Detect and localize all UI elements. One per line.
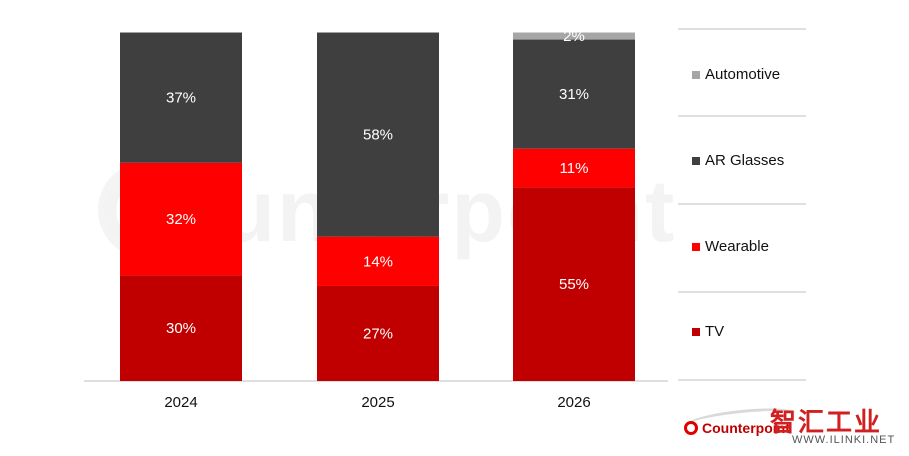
counterpoint-logo-icon [684, 421, 698, 435]
zhihui-logo-text: 智汇工业 [770, 407, 883, 437]
data-label-tv-2024: 30% [166, 320, 196, 337]
bar-segment-tv-2025 [317, 285, 439, 381]
counterpoint-logo-text: Counterpoint [702, 420, 790, 436]
bar-segment-wearable-2024 [120, 162, 242, 276]
x-tick-label-2025: 2025 [361, 394, 394, 411]
legend-item-ar-glasses: AR Glasses [692, 152, 812, 169]
legend-label: TV [705, 323, 725, 340]
legend-item-wearable: Wearable [692, 238, 812, 255]
legend-label: Automotive [705, 66, 781, 83]
data-label-ar-glasses-2025: 58% [363, 127, 393, 144]
data-label-tv-2026: 55% [559, 276, 589, 293]
legend-swatch [692, 242, 700, 251]
legend-swatch [692, 327, 700, 336]
zhihui-logo-url: WWW.ILINKI.NET [792, 434, 896, 446]
bar-segment-wearable-2025 [317, 236, 439, 286]
x-tick-label-2026: 2026 [557, 394, 590, 411]
data-label-ar-glasses-2026: 31% [559, 86, 589, 103]
data-label-wearable-2026: 11% [560, 160, 589, 177]
legend-item-tv: TV [692, 323, 812, 340]
data-label-automotive-2026: 2% [563, 28, 585, 45]
data-label-wearable-2025: 14% [363, 253, 393, 270]
bar-segment-tv-2026 [513, 187, 635, 381]
legend-label: AR Glasses [705, 152, 785, 169]
legend-item-automotive: Automotive [692, 66, 812, 83]
legend-label: Wearable [705, 238, 769, 255]
legend-swatch [692, 70, 700, 79]
bar-segment-ar-glasses-2026 [513, 39, 635, 149]
data-label-tv-2025: 27% [363, 325, 393, 342]
bar-segment-wearable-2026 [513, 148, 635, 188]
data-label-ar-glasses-2024: 37% [166, 90, 196, 107]
bar-segment-ar-glasses-2025 [317, 32, 439, 237]
x-tick-label-2024: 2024 [164, 394, 197, 411]
bar-segment-ar-glasses-2024 [120, 32, 242, 163]
bar-segment-automotive-2026 [513, 32, 635, 40]
counterpoint-logo: Counterpoint [684, 420, 790, 436]
data-label-wearable-2024: 32% [166, 211, 196, 228]
bar-segment-tv-2024 [120, 275, 242, 381]
legend-swatch [692, 156, 700, 165]
